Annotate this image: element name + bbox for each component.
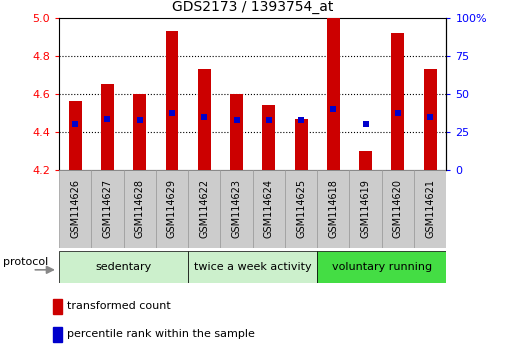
FancyBboxPatch shape xyxy=(59,170,91,248)
Bar xyxy=(391,33,404,170)
FancyBboxPatch shape xyxy=(382,170,414,248)
Text: GSM114625: GSM114625 xyxy=(296,179,306,239)
Text: GSM114621: GSM114621 xyxy=(425,179,435,238)
Text: voluntary running: voluntary running xyxy=(332,262,432,272)
Bar xyxy=(133,94,146,170)
FancyBboxPatch shape xyxy=(59,251,188,283)
Text: twice a week activity: twice a week activity xyxy=(194,262,311,272)
FancyBboxPatch shape xyxy=(252,170,285,248)
Bar xyxy=(359,151,372,170)
Text: GSM114624: GSM114624 xyxy=(264,179,274,238)
FancyBboxPatch shape xyxy=(124,170,156,248)
Text: GSM114622: GSM114622 xyxy=(199,179,209,239)
Text: GSM114620: GSM114620 xyxy=(393,179,403,238)
Bar xyxy=(327,18,340,170)
Title: GDS2173 / 1393754_at: GDS2173 / 1393754_at xyxy=(172,0,333,14)
Text: GSM114618: GSM114618 xyxy=(328,179,339,238)
Text: transformed count: transformed count xyxy=(67,301,171,311)
Bar xyxy=(53,327,62,342)
Bar xyxy=(101,84,114,170)
Bar xyxy=(262,105,275,170)
Bar xyxy=(69,101,82,170)
FancyBboxPatch shape xyxy=(414,170,446,248)
Text: GSM114627: GSM114627 xyxy=(103,179,112,239)
FancyBboxPatch shape xyxy=(156,170,188,248)
Bar xyxy=(424,69,437,170)
Text: percentile rank within the sample: percentile rank within the sample xyxy=(67,330,255,339)
Text: GSM114628: GSM114628 xyxy=(135,179,145,238)
Bar xyxy=(230,94,243,170)
FancyBboxPatch shape xyxy=(91,170,124,248)
Text: GSM114619: GSM114619 xyxy=(361,179,370,238)
FancyBboxPatch shape xyxy=(285,170,317,248)
Text: sedentary: sedentary xyxy=(95,262,152,272)
Text: GSM114629: GSM114629 xyxy=(167,179,177,238)
Text: GSM114623: GSM114623 xyxy=(231,179,242,238)
Text: GSM114626: GSM114626 xyxy=(70,179,80,238)
FancyBboxPatch shape xyxy=(317,170,349,248)
Bar xyxy=(198,69,211,170)
FancyBboxPatch shape xyxy=(317,251,446,283)
FancyBboxPatch shape xyxy=(188,170,221,248)
Bar xyxy=(166,31,179,170)
Bar xyxy=(294,119,307,170)
FancyBboxPatch shape xyxy=(221,170,252,248)
FancyBboxPatch shape xyxy=(188,251,317,283)
Bar xyxy=(53,299,62,314)
Text: protocol: protocol xyxy=(3,257,48,268)
FancyBboxPatch shape xyxy=(349,170,382,248)
